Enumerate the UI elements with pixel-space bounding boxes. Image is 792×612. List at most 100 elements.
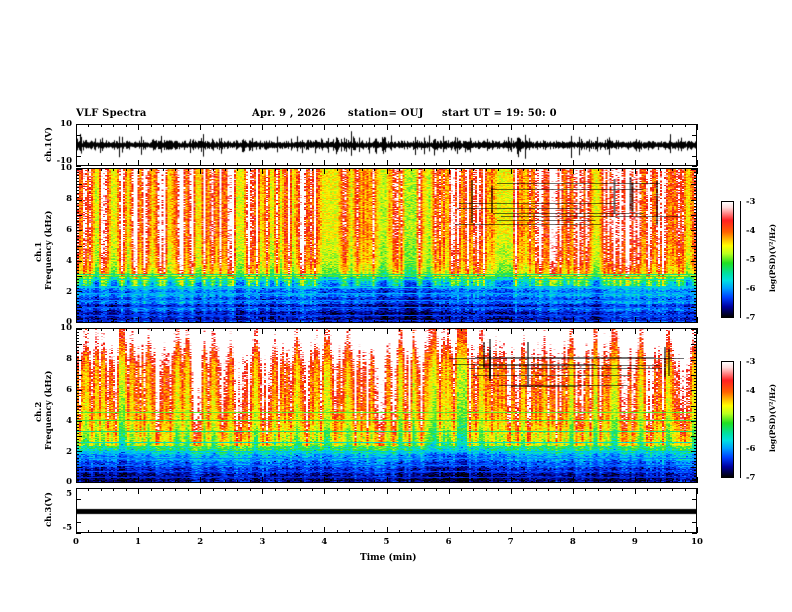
ch1-wave-xtick-top	[449, 124, 450, 130]
ch3-wave-xtick-bottom	[697, 527, 698, 533]
ch2-spectrogram-image	[77, 329, 696, 482]
ch1-spec-xtick-top	[473, 168, 474, 171]
ch1-spec-ytick-right	[694, 224, 697, 225]
ch3-wave-ytick-right	[692, 511, 697, 512]
ch1-spec-xtick-bottom	[237, 320, 238, 323]
ch2-spec-ytick-left	[76, 406, 82, 407]
ch2-spec-ytick-right	[694, 357, 697, 358]
ch2-spec-ytick-left	[76, 427, 79, 428]
ch1-wave-xtick-top	[312, 124, 313, 127]
x-tick-label-0: 0	[73, 537, 79, 547]
ch3-wave-xtick-bottom	[635, 527, 636, 533]
ch1-spec-xtick-bottom	[163, 320, 164, 323]
ch3-wave-xtick-bottom	[598, 530, 599, 533]
ch2-spec-xtick-bottom	[647, 480, 648, 483]
ch1-spec-xtick-top	[498, 168, 499, 171]
ch3-wave-xtick-bottom	[573, 527, 574, 533]
ch1-wave-xtick-top	[424, 124, 425, 127]
ch1-wave-xtick-bottom	[237, 163, 238, 166]
ch1-spec-ytick-right	[694, 310, 697, 311]
ch3-wave-xtick-top	[598, 488, 599, 491]
ch1-spec-xtick-top	[610, 168, 611, 171]
ch1-wave-xtick-top	[225, 124, 226, 127]
ch3-wave-xtick-bottom	[387, 527, 388, 533]
ch1-wave-xtick-top	[560, 124, 561, 127]
ch2-spec-ytick-right	[694, 476, 697, 477]
ch3-wave-xtick-top	[523, 488, 524, 491]
ch1-wave-xtick-top	[573, 124, 574, 130]
ch3-wave-xtick-bottom	[411, 530, 412, 533]
ch3-wave-tick-top: 5	[66, 489, 72, 499]
ch3-wave-xtick-bottom	[151, 530, 152, 533]
ch2-spec-ytick-right	[694, 363, 697, 364]
ch1-spec-xtick-top	[399, 168, 400, 171]
ch1-spec-xtick-bottom	[362, 320, 363, 323]
ch2-spec-xtick-bottom	[424, 480, 425, 483]
ch3-wave-xtick-bottom	[622, 530, 623, 533]
ch1-spec-ytick-left	[76, 190, 79, 191]
ch2-spec-xtick-top	[175, 328, 176, 331]
ch1-spec-xtick-bottom	[275, 320, 276, 323]
ch1-wave-ytick-left	[76, 156, 81, 157]
ch1-wave-xtick-top	[349, 124, 350, 127]
ch1-spec-ytick-right	[694, 206, 697, 207]
ch1-spec-ytick-left	[76, 209, 79, 210]
ch1-spec-xtick-bottom	[324, 317, 325, 323]
ch1-spec-xtick-bottom	[523, 320, 524, 323]
ch1-spec-xtick-bottom	[473, 320, 474, 323]
ch2-spec-ytick-right	[691, 421, 697, 422]
ch1-spec-ytick-right	[694, 172, 697, 173]
ch1-wave-xtick-top	[672, 124, 673, 127]
ch2-spec-xtick-bottom	[126, 480, 127, 483]
ch2-cbar-tick-4: -4	[746, 386, 756, 396]
ch1-wave-xtick-bottom	[188, 163, 189, 166]
ch3-wave-xtick-top	[88, 488, 89, 491]
ch2-spec-ytick-left	[76, 363, 79, 364]
ch1-wave-xtick-bottom	[411, 163, 412, 166]
ch2-spectrogram-panel	[76, 328, 697, 483]
ch2-spec-xtick-top	[138, 328, 139, 334]
ch1-spec-ytick-right	[691, 276, 697, 277]
ch1-spec-xtick-top	[337, 168, 338, 171]
ch2-spec-ytick-left	[76, 421, 82, 422]
ch1-spec-xtick-top	[598, 168, 599, 171]
ch3-wave-xtick-top	[610, 488, 611, 491]
ch1-spec-ytick-left	[76, 291, 82, 292]
ch1-spec-xtick-top	[175, 168, 176, 171]
ch1-spec-ytick-right	[691, 291, 697, 292]
ch3-wave-xtick-bottom	[536, 530, 537, 533]
ch1-spec-ytick-right	[694, 264, 697, 265]
ch3-wave-xtick-top	[163, 488, 164, 491]
ch1-spec-xtick-top	[113, 168, 114, 171]
ch1-spec-ytick-right	[694, 249, 697, 250]
ch2-spec-ytick-left	[76, 454, 79, 455]
ch2-spec-xtick-top	[300, 328, 301, 331]
ch3-wave-ytick-right	[692, 522, 697, 523]
ch2-spec-ytick-right	[691, 482, 697, 483]
ch3-wave-xtick-top	[672, 488, 673, 491]
ch1-spec-xtick-bottom	[175, 320, 176, 323]
ch2-spec-xtick-bottom	[436, 480, 437, 483]
ch2-spec-ytick-right	[694, 445, 697, 446]
ch1-spec-ytick-left	[76, 212, 79, 213]
ch1-wave-xtick-bottom	[598, 163, 599, 166]
ch2-spec-ytick-left	[76, 353, 79, 354]
ch1-spec-xtick-bottom	[647, 320, 648, 323]
ch1-spec-xtick-bottom	[585, 320, 586, 323]
ch2-spec-xtick-top	[237, 328, 238, 331]
ch2-spec-ytick-right	[694, 332, 697, 333]
ch2-spec-xtick-bottom	[399, 480, 400, 483]
ch3-wave-xtick-top	[585, 488, 586, 491]
ch2-spec-ytick-right	[694, 409, 697, 410]
ch2-spec-xtick-top	[486, 328, 487, 331]
ch2-spec-xtick-top	[337, 328, 338, 331]
ch1-spec-ytick-right	[694, 212, 697, 213]
ch1-wave-ytick-right	[692, 156, 697, 157]
ch3-wave-xtick-bottom	[113, 530, 114, 533]
ch1-spec-ytick-right	[691, 215, 697, 216]
ch1-wave-xtick-top	[88, 124, 89, 127]
ch2-freq-tick-4: 4	[66, 416, 72, 426]
ch2-freq-tick-8: 8	[66, 354, 72, 364]
ch1-spec-xtick-bottom	[126, 320, 127, 323]
ch1-spec-ytick-right	[694, 190, 697, 191]
